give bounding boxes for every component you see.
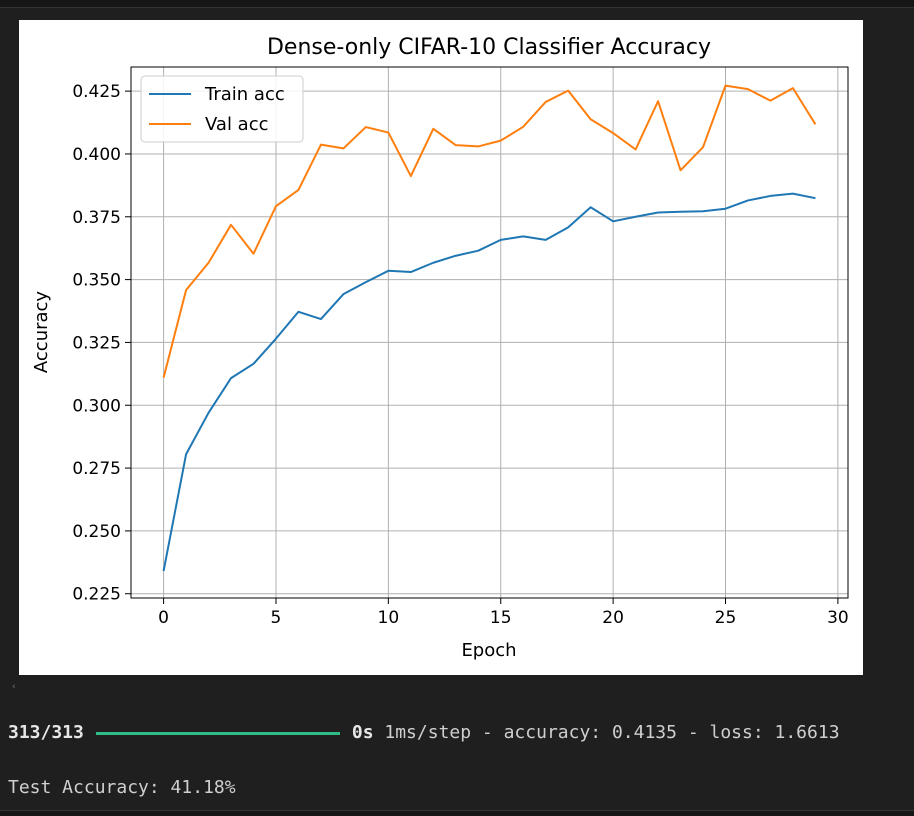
- matplotlib-figure: 0 5 10 15 20 25 30 0.225 0.250 0.275 0.300 0.325 0.…: [19, 20, 863, 675]
- y-tick-label: 0.375: [72, 208, 121, 228]
- val-acc-line: [162, 84, 817, 378]
- legend-label-train: Train acc: [204, 84, 285, 105]
- x-tick-label: 30: [827, 608, 849, 628]
- y-axis-ticks: 0.225 0.250 0.275 0.300 0.325 0.350 0.375 0.400…: [72, 82, 131, 605]
- x-axis-label: Epoch: [461, 640, 516, 661]
- x-tick-label: 5: [271, 608, 282, 628]
- x-axis-ticks: 0 5 10 15 20 25 30: [158, 598, 849, 628]
- progress-output: 313/313 0s 1ms/step - accuracy: 0.4135 -…: [8, 723, 840, 743]
- accuracy-chart: 0 5 10 15 20 25 30 0.2250.2500.2750.3000.3250.…: [31, 35, 849, 661]
- step-metrics: 1ms/step - accuracy: 0.4135 - loss: 1.66…: [373, 722, 840, 743]
- y-tick-label: 0.350: [72, 271, 121, 291]
- y-tick-label: 0.325: [72, 333, 121, 353]
- legend-box: [140, 75, 304, 143]
- y-tick-label: 0.225: [72, 585, 121, 605]
- x-tick-label: 10: [378, 608, 400, 628]
- chart-title: Dense-only CIFAR-10 Classifier Accuracy: [267, 35, 711, 60]
- grid-lines: [131, 67, 848, 598]
- x-tick-label: 20: [602, 608, 624, 628]
- y-axis-label: Accuracy: [31, 291, 52, 374]
- scroll-left-icon[interactable]: ‹: [12, 682, 16, 692]
- y-tick-label: 0.275: [72, 459, 121, 479]
- x-tick-label: 0: [158, 608, 169, 628]
- legend-label-val: Val acc: [205, 114, 269, 135]
- y-tick-label: 0.400: [72, 145, 121, 165]
- elapsed-time: 0s: [351, 722, 374, 743]
- plot-frame: [130, 66, 849, 599]
- train-acc-line: [162, 192, 816, 572]
- cell-top-border: [0, 0, 914, 8]
- legend: Train acc Val acc: [140, 75, 304, 143]
- x-tick-label: 15: [490, 608, 512, 628]
- y-tick-label: 0.250: [72, 522, 121, 542]
- step-count: 313/313: [8, 722, 84, 743]
- cell-bottom-border: [0, 810, 914, 816]
- test-accuracy-output: Test Accuracy: 41.18%: [8, 777, 236, 798]
- y-tick-label: 0.425: [72, 82, 121, 102]
- series-lines: [162, 84, 817, 572]
- x-tick-label: 25: [715, 608, 737, 628]
- y-tick-label: 0.300: [72, 396, 121, 416]
- progress-bar-fill: [95, 731, 340, 735]
- progress-bar: [95, 731, 340, 735]
